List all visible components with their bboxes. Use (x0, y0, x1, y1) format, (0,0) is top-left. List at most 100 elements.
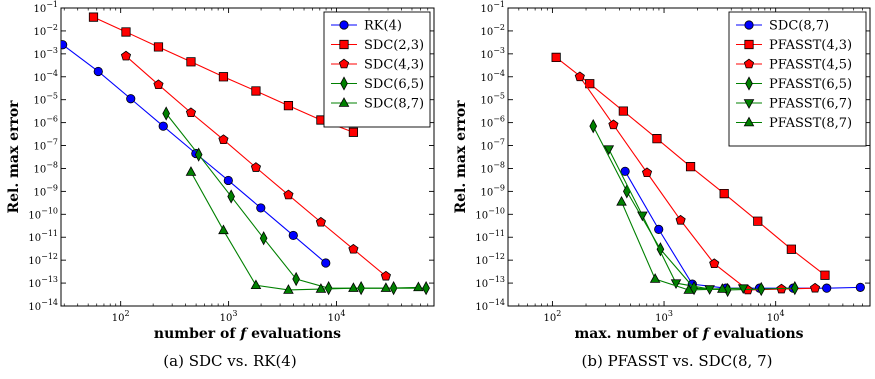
legend-marker-rk-4 (339, 20, 349, 30)
x-tick-label-exponent: 3 (668, 309, 673, 318)
y-tick-label: 10−9 (33, 183, 58, 198)
y-tick-label-exponent: −2 (46, 23, 58, 32)
data-point-pfasst-6-7 (737, 284, 749, 295)
y-axis-label: Rel. max error (6, 100, 22, 214)
data-point-pfasst-4-5 (641, 167, 653, 178)
legend-label-sdc-2-3: SDC(2,3) (364, 38, 424, 53)
data-point-pfasst-4-5 (675, 214, 686, 225)
data-point-pfasst-4-3 (753, 216, 763, 226)
data-point-sdc-4-3 (315, 216, 326, 227)
data-point-rk-4 (288, 230, 298, 241)
y-tick-label-base: 10 (475, 279, 488, 290)
y-tick-label: 10−13 (28, 275, 58, 290)
x-tick-label-exponent: 4 (340, 309, 345, 318)
y-tick-label-base: 10 (33, 50, 46, 61)
data-point-pfasst-4-3 (685, 162, 696, 172)
y-tick-label-exponent: −1 (46, 0, 58, 9)
data-point-sdc-6-5 (324, 281, 333, 296)
data-point-sdc-4-3 (380, 270, 391, 281)
data-point-rk-4 (61, 40, 68, 50)
y-tick-label-exponent: −5 (493, 92, 505, 101)
x-tick-label-base: 10 (220, 313, 233, 324)
y-tick-label-exponent: −14 (488, 298, 505, 307)
y-tick-label-exponent: −13 (41, 275, 58, 284)
y-tick-label-base: 10 (33, 73, 46, 84)
y-tick-label: 10−14 (28, 298, 58, 313)
chart-panel-b: 102 103 10410−110−210−310−410−510−610−710−… (453, 0, 871, 342)
y-tick-label-base: 10 (480, 164, 493, 175)
y-tick-label-exponent: −3 (46, 46, 58, 55)
legend-label-sdc-8-7: SDC(8,7) (769, 19, 829, 34)
data-point-sdc-2-3 (251, 86, 261, 96)
data-point-sdc-8-7 (380, 282, 392, 292)
y-tick-label-base: 10 (28, 302, 41, 313)
y-tick-label-base: 10 (33, 164, 46, 175)
data-point-pfasst-4-3 (618, 106, 628, 116)
data-point-sdc-4-3 (153, 79, 164, 90)
y-tick-label: 10−4 (33, 69, 58, 84)
legend-box (323, 11, 431, 128)
data-point-sdc-8-7 (822, 283, 832, 293)
x-tick-label-base: 10 (544, 313, 557, 324)
y-tick-label-base: 10 (28, 210, 41, 221)
data-point-sdc-2-3 (283, 101, 294, 111)
data-point-pfasst-8-7 (683, 284, 695, 294)
y-tick-label-exponent: −11 (41, 229, 58, 238)
x-tick-label-exponent: 3 (232, 309, 237, 318)
data-point-sdc-4-3 (120, 50, 132, 61)
data-point-sdc-4-3 (348, 243, 359, 254)
data-point-sdc-2-3 (218, 72, 229, 82)
data-point-sdc-4-3 (185, 107, 197, 118)
data-point-pfasst-4-3 (551, 52, 561, 62)
y-tick-label-exponent: −7 (493, 138, 505, 147)
legend-label-pfasst-4-5: PFASST(4,5) (769, 58, 852, 73)
y-tick-label-exponent: −6 (493, 115, 505, 124)
x-tick-label-base: 10 (655, 313, 668, 324)
y-tick-label-base: 10 (33, 27, 46, 38)
data-point-pfasst-6-5 (757, 281, 766, 297)
y-tick-label-exponent: −8 (493, 160, 505, 169)
legend-label-pfasst-6-5: PFASST(6,5) (769, 77, 852, 92)
x-axis-label-post: evaluations (709, 326, 804, 342)
legend-label-pfasst-4-3: PFASST(4,3) (769, 38, 852, 53)
y-tick-label: 10−5 (480, 92, 505, 107)
caption-a: (a) SDC vs. RK(4) (163, 352, 296, 370)
series-layer (551, 52, 865, 298)
data-point-sdc-2-3 (153, 42, 164, 52)
y-tick-label-exponent: −10 (488, 206, 505, 215)
y-tick-label-base: 10 (28, 233, 41, 244)
y-tick-label-exponent: −7 (46, 138, 58, 147)
data-point-pfasst-8-7 (717, 283, 728, 293)
y-tick-label-base: 10 (480, 50, 493, 61)
data-point-rk-4 (93, 66, 103, 77)
data-point-sdc-8-7 (283, 284, 294, 294)
data-point-sdc-2-3 (88, 12, 99, 22)
data-point-rk-4 (158, 121, 168, 131)
legend-label-rk-4: RK(4) (364, 19, 402, 34)
legend-marker-pfasst-8-7 (743, 116, 755, 127)
x-axis-label-post: evaluations (246, 326, 341, 342)
y-tick-label: 10−10 (28, 206, 58, 221)
x-axis-label-pre: max. number of (574, 326, 702, 342)
legend: RK(4) SDC(2,3) SDC(4,3) SDC(6,5) SDC(8,7) (323, 11, 431, 128)
y-tick-label: 10−8 (480, 160, 505, 175)
data-point-pfasst-4-5 (574, 71, 585, 82)
data-point-pfasst-4-3 (719, 189, 729, 199)
x-tick-label-base: 10 (328, 313, 341, 324)
legend-marker-pfasst-6-5 (745, 76, 753, 91)
data-point-pfasst-6-7 (603, 145, 615, 155)
data-point-sdc-2-3 (121, 27, 131, 37)
legend-marker-pfasst-4-3 (744, 39, 754, 50)
y-tick-label-exponent: −9 (493, 183, 505, 192)
y-tick-label: 10−1 (480, 0, 505, 15)
data-point-sdc-8-7 (620, 166, 630, 176)
y-tick-label-base: 10 (33, 187, 46, 198)
x-tick-label-exponent: 2 (124, 309, 129, 318)
y-tick-label-exponent: −5 (46, 92, 58, 101)
y-tick-label-exponent: −10 (41, 206, 58, 215)
data-point-rk-4 (223, 175, 233, 186)
data-point-sdc-8-7 (315, 283, 327, 293)
data-point-pfasst-4-3 (786, 244, 796, 254)
data-point-pfasst-4-3 (820, 270, 830, 280)
